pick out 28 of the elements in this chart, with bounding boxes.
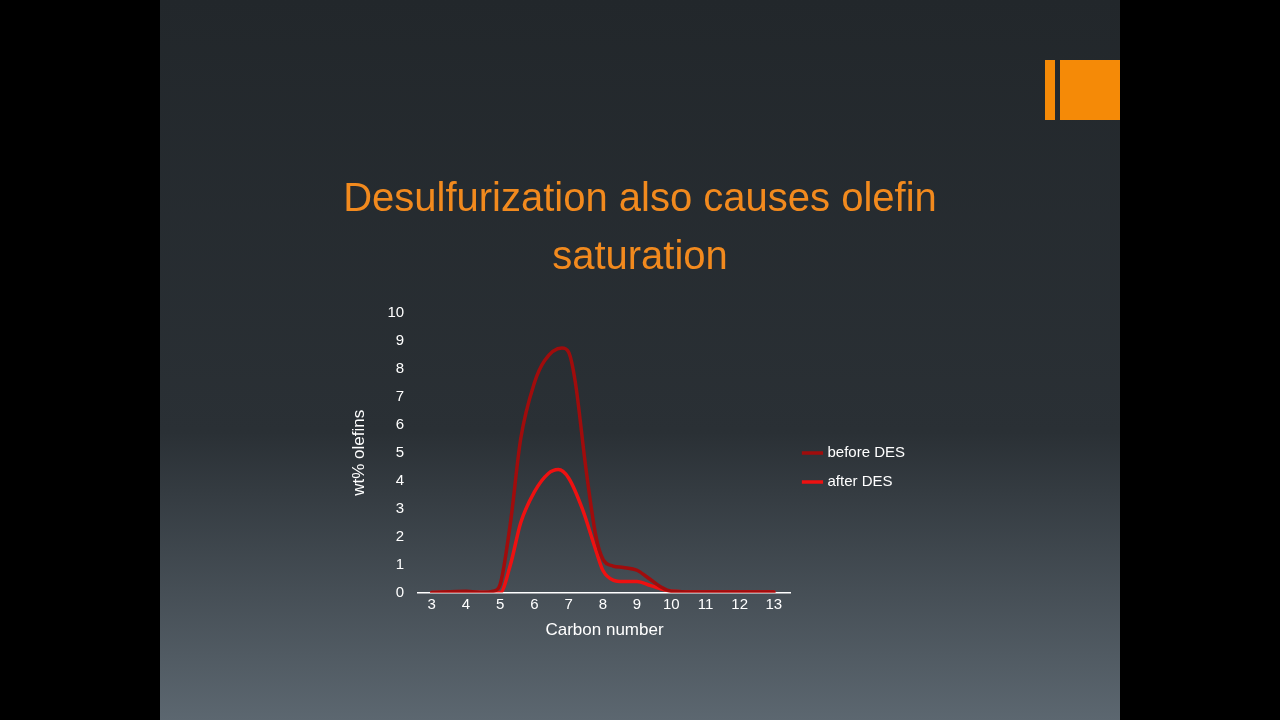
legend-label: before DES [827, 443, 906, 461]
x-axis-title: Carbon number [545, 620, 664, 640]
x-tick-label: 8 [598, 594, 607, 612]
x-tick-label: 4 [461, 594, 471, 612]
x-tick-label: 6 [530, 594, 539, 612]
y-tick-label: 2 [395, 526, 405, 544]
y-tick-label: 6 [395, 414, 405, 432]
y-tick-label: 9 [395, 331, 405, 349]
y-axis-title: wt% olefins [348, 409, 368, 497]
x-tick-label: 10 [662, 594, 680, 612]
x-tick-label: 7 [564, 594, 573, 612]
y-tick-label: 1 [395, 554, 405, 572]
chart-title: Desulfurization also causes olefin saturation [342, 174, 938, 279]
y-tick-label: 3 [395, 498, 405, 516]
y-tick-label: 8 [395, 359, 405, 377]
x-tick-label: 3 [427, 594, 436, 612]
x-tick-label: 5 [496, 594, 505, 612]
y-tick-label: 7 [395, 387, 405, 405]
y-tick-label: 5 [395, 442, 405, 460]
x-tick-label: 13 [765, 594, 783, 612]
y-tick-label: 4 [395, 470, 405, 488]
x-tick-label: 11 [697, 594, 714, 612]
x-tick-label: 12 [731, 594, 748, 612]
y-tick-label: 10 [387, 303, 405, 321]
x-tick-label: 9 [632, 594, 642, 612]
legend-label: after DES [827, 472, 893, 490]
line-series [430, 346, 776, 593]
y-tick-label: 0 [395, 582, 405, 600]
